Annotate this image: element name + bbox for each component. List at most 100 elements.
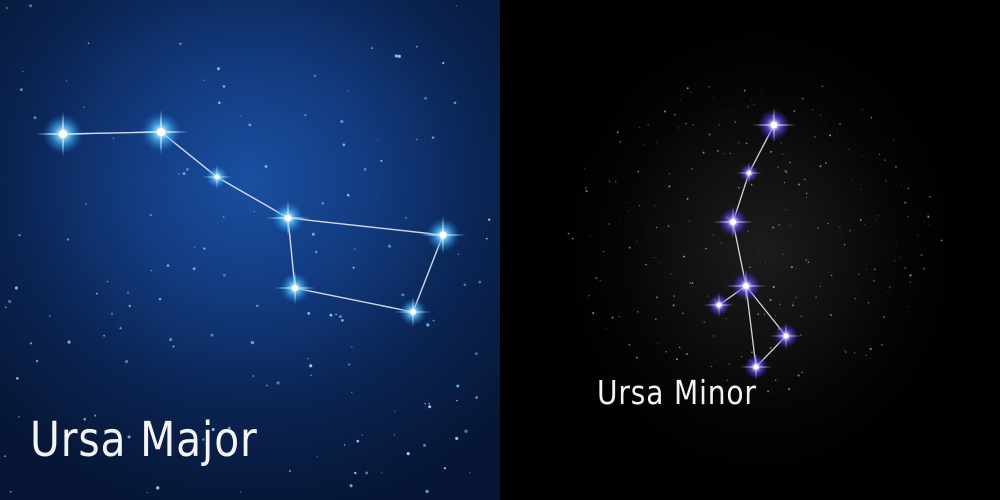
background-star [893,138,895,140]
background-star [928,196,931,198]
background-star [691,91,693,94]
background-star [329,313,333,317]
background-star [769,298,772,301]
background-star [893,260,896,262]
background-star [647,123,650,126]
background-star [346,193,350,197]
background-star [836,129,838,131]
background-star [48,314,51,317]
background-star [713,97,714,99]
background-star [405,217,408,219]
background-star [909,274,912,277]
background-star [397,54,401,58]
background-star [127,435,131,439]
background-star [127,291,129,294]
background-star [747,106,749,108]
background-star [9,490,12,493]
background-star [927,214,929,216]
background-star [683,255,685,258]
background-star [849,229,852,232]
background-star [807,261,810,264]
constellation-star [726,269,766,303]
background-star [670,273,672,275]
background-star [790,266,793,269]
background-star [428,402,430,405]
ursa-major-title: Ursa Major [30,412,258,468]
background-star [801,97,804,100]
background-star [432,319,435,322]
background-star [881,344,883,346]
background-star [904,267,907,270]
background-star [655,226,658,229]
background-star [425,489,429,494]
background-star [842,330,844,332]
background-star [248,123,252,127]
background-star [799,135,801,137]
background-star [703,321,705,323]
background-star [861,155,863,157]
background-star [785,171,788,174]
background-stars [4,4,491,494]
background-star [443,467,447,470]
background-star [782,253,785,256]
background-star [691,167,694,170]
constellation-star [201,164,233,190]
background-star [896,245,897,247]
background-star [338,315,342,319]
background-star [665,351,667,353]
background-star [728,363,730,365]
background-star [907,215,909,218]
background-star [654,205,656,207]
background-star [806,259,808,261]
constellation-star [739,353,773,381]
background-star [401,293,405,297]
background-star [193,246,196,249]
background-star [847,304,848,305]
background-star [817,227,819,229]
background-star [478,280,482,284]
background-star [211,428,215,431]
background-star [150,269,153,272]
background-star [805,259,807,261]
background-star [673,295,676,298]
constellation-star [735,162,763,184]
background-star [663,110,666,113]
background-star [342,143,346,147]
background-star [843,349,845,351]
background-star [689,279,691,281]
background-star [718,124,720,126]
background-star [803,178,806,181]
background-star [678,127,680,129]
background-star [304,113,307,117]
background-star [585,190,588,193]
background-star [638,204,641,207]
background-star [737,141,740,144]
background-star [757,313,760,316]
background-star [851,180,853,182]
background-star [692,307,694,309]
background-star [692,123,695,126]
background-star [734,121,737,123]
background-star [475,352,478,355]
background-star [715,360,717,362]
background-star [644,144,646,145]
background-star [65,80,68,82]
background-star [377,139,379,141]
background-star [627,210,630,212]
background-star [653,256,655,259]
background-star [827,222,829,225]
background-star [307,311,311,315]
background-star [814,136,816,138]
background-star [725,318,727,320]
background-star [222,85,226,88]
background-star [819,165,822,168]
background-star [628,246,631,249]
background-star [469,472,471,474]
background-star [805,192,808,195]
background-star [801,371,804,374]
background-star [729,364,732,366]
background-star [455,4,458,7]
background-star [779,303,781,305]
background-star [371,47,374,50]
background-star [751,98,753,100]
